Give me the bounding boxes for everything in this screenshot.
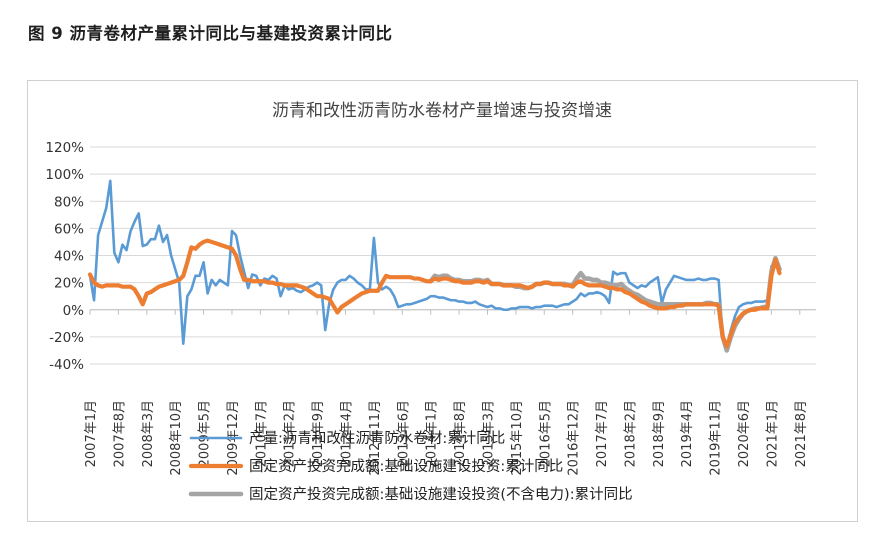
x-tick-label: 2015年3月 [481, 400, 496, 467]
x-tick-label: 2019年4月 [680, 400, 695, 467]
y-tick-label: 40% [54, 249, 84, 265]
x-tick-label: 2008年3月 [141, 400, 156, 467]
x-axis: 2007年1月 2007年8月 2008年3月 2008年10月 2009年5月 2009… [84, 309, 816, 476]
x-tick-label: 2014年1月 [425, 400, 440, 467]
y-tick-label: 80% [54, 194, 84, 210]
x-tick-label: 2019年11月 [709, 400, 724, 476]
x-tick-label: 2013年6月 [396, 400, 411, 467]
x-tick-label: 2021年1月 [765, 400, 780, 467]
x-tick-label: 2017年7月 [595, 400, 610, 467]
x-tick-label: 2012年11月 [368, 400, 383, 476]
x-tick-label: 2015年10月 [510, 400, 525, 476]
y-tick-label: 120% [45, 140, 84, 156]
x-tick-label: 2010年7月 [254, 400, 269, 467]
y-tick-label: 0% [63, 303, 85, 319]
x-tick-label: 2014年8月 [453, 400, 468, 467]
y-tick-label: 60% [54, 221, 84, 237]
line-chart: 沥青和改性沥青防水卷材产量增速与投资增速 120% 100% 80% 60% 40% 20… [45, 101, 816, 503]
x-tick-label: 2016年5月 [538, 400, 553, 467]
x-tick-label: 2007年1月 [84, 400, 99, 467]
x-tick-label: 2021年8月 [794, 400, 809, 467]
x-tick-label: 2020年6月 [737, 400, 752, 467]
series-line-production [88, 179, 781, 348]
legend-label: 固定资产投资完成额:基础设施建设投资(不含电力):累计同比 [249, 486, 633, 503]
chart-panel: 沥青和改性沥青防水卷材产量增速与投资增速 120% 100% 80% 60% 40% 20… [27, 80, 858, 522]
legend: 产量:沥青和改性沥青防水卷材:累计同比固定资产投资完成额:基础设施建设投资:累计… [188, 430, 633, 503]
series-lines [87, 179, 782, 353]
x-tick-label: 2018年2月 [623, 400, 638, 467]
x-tick-label: 2009年5月 [198, 400, 213, 467]
x-tick-label: 2011年2月 [283, 400, 298, 467]
figure-caption: 图 9 沥青卷材产量累计同比与基建投资累计同比 [28, 24, 393, 43]
legend-label: 产量:沥青和改性沥青防水卷材:累计同比 [249, 430, 505, 447]
x-tick-label: 2018年9月 [652, 400, 667, 467]
chart-title: 沥青和改性沥青防水卷材产量增速与投资增速 [272, 101, 612, 121]
legend-label: 固定资产投资完成额:基础设施建设投资:累计同比 [249, 458, 563, 475]
y-tick-label: -40% [49, 357, 84, 373]
series-line-infra [87, 238, 782, 349]
x-tick-label: 2016年12月 [567, 400, 582, 476]
x-tick-label: 2012年4月 [340, 400, 355, 467]
x-tick-label: 2007年8月 [112, 400, 127, 467]
x-tick-label: 2008年10月 [169, 400, 184, 476]
y-tick-label: -20% [49, 330, 84, 346]
grid-lines [90, 146, 816, 365]
y-axis: 120% 100% 80% 60% 40% 20% 0% -20% -40% [45, 140, 84, 373]
x-tick-label: 2011年9月 [311, 400, 326, 467]
y-tick-label: 20% [54, 276, 84, 292]
y-tick-label: 100% [45, 167, 84, 183]
